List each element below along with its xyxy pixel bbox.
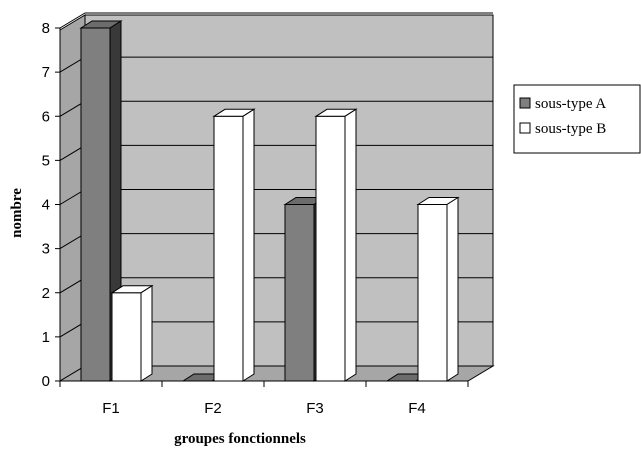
y-tick-label: 2 (42, 285, 50, 302)
gridline (59, 12, 493, 29)
bar-front (111, 292, 142, 382)
bar-F2-1 (212, 108, 256, 382)
bar-front (213, 115, 244, 382)
bar-F4-1 (416, 196, 460, 382)
y-tick-labels: 0 1 2 3 4 5 6 7 8 (42, 20, 50, 390)
y-tick-label: 0 (42, 373, 50, 390)
legend: sous-type A sous-type B (513, 84, 641, 154)
axes (55, 27, 469, 387)
legend-swatch (519, 97, 531, 109)
bar-side (344, 108, 357, 382)
x-tick-labels: F1 F2 F3 F4 (102, 400, 426, 417)
bars (79, 20, 460, 382)
y-tick-label: 4 (42, 197, 50, 214)
y-axis-title: nombre (9, 188, 25, 238)
legend-entry: sous-type A (535, 96, 606, 112)
x-axis-title: groupes fonctionnels (174, 431, 306, 447)
legend-box (513, 84, 641, 154)
y-tick-label: 1 (42, 329, 50, 346)
bar-front (315, 115, 346, 382)
bar-F3-1 (314, 108, 358, 382)
bar-side (140, 284, 153, 382)
bar-side (446, 196, 459, 382)
y-tick-label: 8 (42, 20, 50, 37)
bar-front (284, 204, 315, 382)
y-tick-label: 5 (42, 152, 50, 169)
x-tick-label: F3 (306, 400, 324, 417)
legend-entry: sous-type B (535, 121, 606, 137)
bar-front (80, 27, 111, 382)
y-tick-label: 3 (42, 241, 50, 258)
bar-side (242, 108, 255, 382)
y-tick-label: 7 (42, 64, 50, 81)
bar-front (417, 204, 448, 382)
legend-swatch (519, 122, 531, 134)
y-tick-label: 6 (42, 108, 50, 125)
bar-F1-1 (110, 284, 154, 382)
x-tick-label: F1 (102, 400, 120, 417)
x-tick-label: F4 (408, 400, 426, 417)
x-tick-label: F2 (204, 400, 222, 417)
